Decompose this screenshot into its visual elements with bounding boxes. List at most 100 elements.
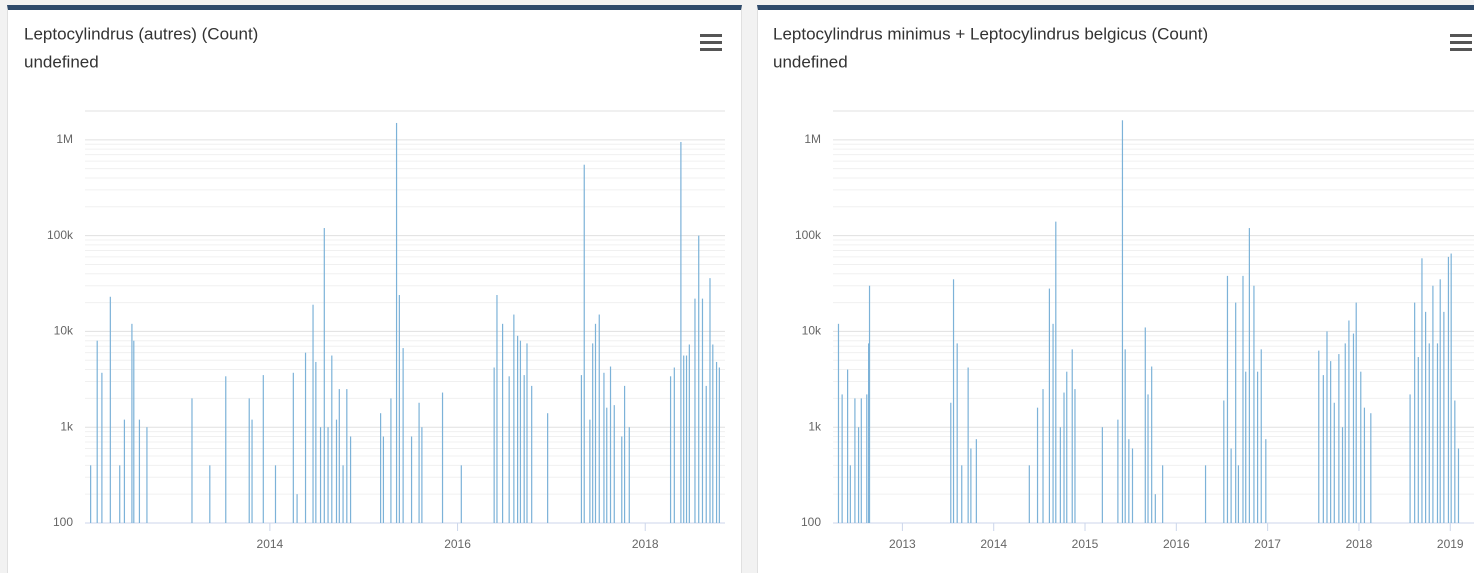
bar [837, 323, 840, 523]
bar [346, 389, 348, 523]
y-tick-label: 1M [804, 132, 821, 146]
bar [1341, 427, 1344, 523]
bar [1248, 228, 1250, 524]
bar [1432, 285, 1434, 523]
bar [1154, 494, 1156, 523]
bar [701, 298, 704, 523]
bar [1131, 448, 1134, 523]
bar [673, 367, 675, 523]
y-tick-label: 10k [802, 324, 822, 338]
bar [1121, 120, 1124, 523]
bar [418, 402, 420, 523]
bar [688, 344, 690, 523]
bar [349, 436, 352, 523]
bar [1425, 311, 1427, 523]
y-tick-label: 100k [47, 228, 74, 242]
bar [382, 436, 385, 523]
y-tick-label: 10k [54, 324, 74, 338]
chart-subtitle: undefined [773, 52, 848, 71]
x-tick-label: 2019 [1437, 537, 1464, 551]
bar [248, 398, 250, 523]
bar [866, 394, 868, 523]
bar [123, 419, 126, 523]
bar [441, 392, 444, 523]
bar [623, 385, 626, 523]
bar [138, 419, 141, 523]
bar [669, 376, 672, 523]
bar [1457, 448, 1460, 523]
y-tick-label: 100 [801, 515, 821, 529]
bar [712, 344, 714, 523]
bar [398, 294, 400, 523]
bar [967, 367, 969, 523]
menu-bar [1450, 41, 1472, 44]
bar [1036, 407, 1039, 523]
bar [1333, 402, 1335, 523]
y-tick-label: 100 [53, 515, 73, 529]
bar [1101, 427, 1103, 523]
bar [209, 465, 211, 523]
bar [342, 465, 344, 523]
bar [1360, 371, 1362, 523]
bar [323, 228, 325, 524]
bar [338, 389, 340, 523]
bar [119, 465, 121, 523]
y-tick-label: 100k [795, 228, 822, 242]
bar [868, 285, 871, 523]
bar [1265, 439, 1267, 523]
bar [705, 385, 707, 523]
bar [970, 448, 972, 523]
bar [1417, 357, 1419, 523]
panel [757, 5, 1474, 573]
bar [1128, 439, 1130, 523]
bar [312, 304, 314, 523]
bar [133, 340, 135, 523]
bar [718, 367, 720, 523]
bar [594, 323, 597, 523]
bar [1439, 279, 1441, 523]
bar [1048, 288, 1051, 523]
bar [606, 407, 608, 523]
bar [1204, 465, 1207, 523]
bar [274, 465, 277, 523]
bar [517, 335, 519, 523]
bar [589, 419, 591, 523]
bar [709, 278, 711, 523]
bar [1443, 311, 1445, 523]
bar [101, 372, 103, 523]
bar [1322, 375, 1324, 523]
bar [262, 375, 264, 523]
bar [1256, 371, 1259, 523]
x-tick-label: 2014 [980, 537, 1007, 551]
y-tick-label: 1k [808, 419, 822, 433]
chart-title: Leptocylindrus minimus + Leptocylindrus … [773, 24, 1208, 43]
bar [580, 375, 583, 523]
bar [680, 141, 682, 523]
bar [421, 427, 423, 523]
bar [319, 427, 322, 523]
bar [146, 427, 148, 523]
bar [1436, 343, 1439, 523]
bar [847, 369, 849, 523]
bar [131, 323, 133, 523]
bar [685, 355, 688, 523]
bar [1124, 349, 1126, 523]
bar [501, 323, 504, 523]
bar [1059, 427, 1061, 523]
bar [335, 419, 338, 523]
menu-button[interactable] [700, 34, 722, 51]
bar [868, 343, 870, 523]
bar [225, 376, 227, 523]
bar [1071, 349, 1073, 523]
bar [1055, 221, 1057, 524]
bar [1253, 285, 1255, 523]
bar [1318, 350, 1320, 523]
bar [621, 436, 623, 523]
bar [1326, 331, 1328, 523]
x-tick-label: 2014 [257, 537, 284, 551]
bar [952, 279, 955, 523]
bar [1226, 275, 1229, 523]
menu-button[interactable] [1450, 34, 1472, 51]
bar [315, 361, 317, 523]
